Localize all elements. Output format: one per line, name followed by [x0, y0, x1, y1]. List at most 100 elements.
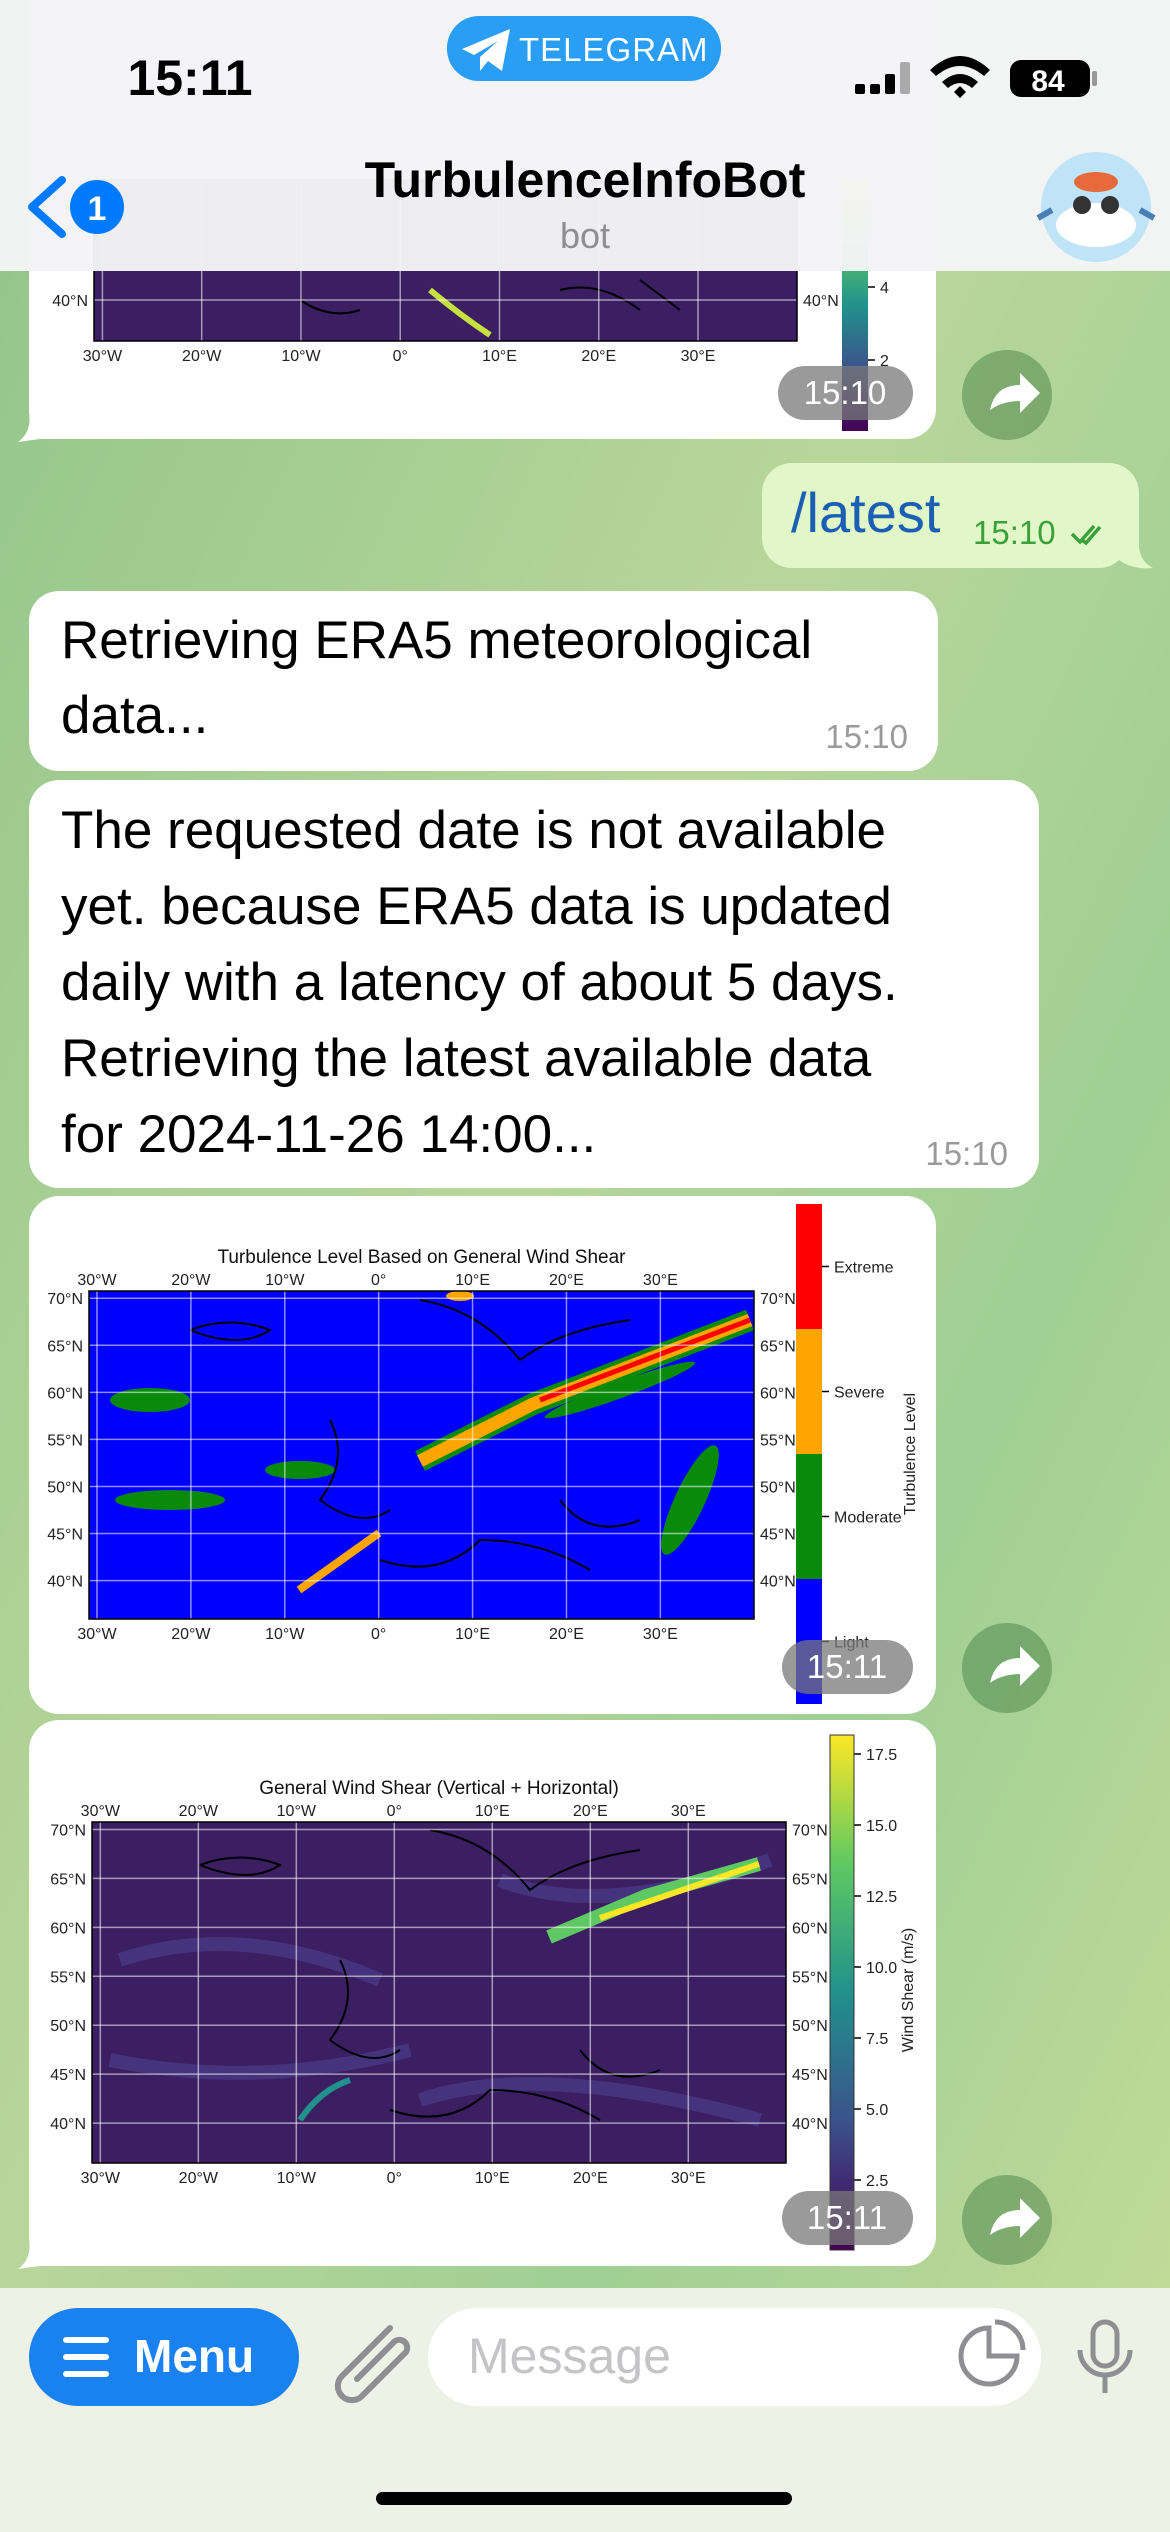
y-label: 55°N [50, 1969, 86, 1986]
y-label: 50°N [792, 2018, 828, 2035]
x-label: 10°W [277, 1803, 317, 1820]
moderate-area [110, 1388, 190, 1412]
mic-button[interactable] [1077, 2319, 1133, 2393]
chat-subtitle: bot [560, 215, 610, 256]
share-icon [990, 373, 1040, 413]
message-time: 15:10 [973, 514, 1056, 551]
x-label: 30°E [643, 1626, 678, 1643]
x-label: 10°W [281, 348, 321, 365]
message-time: 15:10 [825, 718, 908, 755]
x-label: 20°W [179, 1803, 219, 1820]
message-line: daily with a latency of about 5 days. [61, 953, 898, 1012]
x-label: 30°W [77, 1626, 117, 1643]
moderate-area [544, 1361, 696, 1419]
unread-badge [70, 180, 124, 234]
shear-streak [297, 2077, 352, 2122]
colorbar-label: 4 [880, 280, 889, 297]
coastline [189, 1299, 641, 1571]
message-time: 15:10 [925, 1135, 1008, 1172]
time-pill [778, 366, 913, 420]
y-label: 45°N [760, 1527, 796, 1544]
x-label: 10°E [475, 1803, 510, 1820]
y-label: 40°N [50, 2116, 86, 2133]
message-text: /latest [791, 481, 941, 544]
battery-level: 84 [1031, 65, 1065, 98]
y-label: 60°N [792, 1920, 828, 1937]
x-label: 20°W [179, 2170, 219, 2187]
y-label: 60°N [760, 1385, 796, 1402]
colorbar-label: 10.0 [866, 1960, 897, 1977]
x-label: 0° [393, 348, 408, 365]
share-icon [990, 1646, 1040, 1686]
message-line: Retrieving the latest available data [61, 1029, 872, 1088]
message-line: yet. because ERA5 data is updated [61, 877, 892, 936]
x-label: 30°W [81, 1803, 121, 1820]
colorbar [829, 1734, 855, 2251]
message-bubble [29, 780, 1039, 1188]
y-label: 55°N [792, 1969, 828, 1986]
x-label: 30°E [681, 348, 716, 365]
shear-streak [599, 1861, 760, 1921]
telegram-pill[interactable] [447, 16, 721, 81]
x-label: 0° [387, 2170, 402, 2187]
map-streak [428, 287, 492, 338]
y-label: 50°N [50, 2018, 86, 2035]
outgoing-bubble [762, 463, 1153, 569]
colorbar-label: 7.5 [866, 2031, 888, 2048]
x-label: 20°W [182, 348, 222, 365]
y-label: 50°N [760, 1479, 796, 1496]
extreme-area [539, 1317, 751, 1403]
x-label: 20°E [573, 1803, 608, 1820]
x-label: 0° [387, 1803, 402, 1820]
menu-button[interactable] [29, 2308, 299, 2406]
message-time: 15:11 [807, 2199, 887, 2236]
x-label: 20°E [581, 348, 616, 365]
shear-band [108, 1853, 773, 2127]
back-button[interactable] [28, 176, 66, 238]
message-time: 15:10 [804, 374, 887, 411]
time-pill [782, 2191, 913, 2245]
unread-count: 1 [88, 190, 107, 228]
app-label: TELEGRAM [519, 31, 709, 68]
y-label: 40°N [792, 2116, 828, 2133]
y-label: 40°N [760, 1574, 796, 1591]
x-label: 10°E [482, 348, 517, 365]
x-label: 10°W [265, 1272, 305, 1289]
y-label: 50°N [47, 1479, 83, 1496]
x-label: 0° [371, 1272, 386, 1289]
sticker-button[interactable] [958, 2319, 1026, 2387]
colorbar-title: Turbulence Level [902, 1393, 919, 1515]
map-frame [91, 1821, 787, 2164]
x-label: 20°E [549, 1272, 584, 1289]
x-label: 30°W [81, 2170, 121, 2187]
colorbar-label: Severe [834, 1385, 885, 1402]
colorbar-label: 12.5 [866, 1889, 897, 1906]
avatar[interactable] [1036, 152, 1156, 262]
y-label: 70°N [47, 1291, 83, 1308]
y-label: 40°N [52, 293, 88, 310]
y-label: 65°N [47, 1338, 83, 1355]
y-label: 45°N [47, 1527, 83, 1544]
share-icon [990, 2198, 1040, 2238]
x-label: 0° [371, 1626, 386, 1643]
x-label: 10°W [277, 2170, 317, 2187]
y-label: 60°N [50, 1920, 86, 1937]
message-input[interactable] [428, 2308, 1041, 2406]
x-label: 30°E [671, 2170, 706, 2187]
x-label: 10°E [455, 1626, 490, 1643]
read-checks [1070, 524, 1102, 546]
telegram-icon [462, 29, 510, 71]
colorbar-label: 17.5 [866, 1747, 897, 1764]
colorbar-label: 2 [880, 353, 889, 370]
colorbar-label: 2.5 [866, 2173, 888, 2190]
y-label: 70°N [792, 1823, 828, 1840]
y-label: 45°N [792, 2067, 828, 2084]
input-placeholder: Message [468, 2328, 671, 2384]
colorbar-label: Extreme [834, 1260, 894, 1277]
status-time: 15:11 [127, 50, 252, 106]
x-label: 10°E [455, 1272, 490, 1289]
chat-title[interactable]: TurbulenceInfoBot [365, 152, 806, 208]
attach-button[interactable] [334, 2325, 411, 2404]
y-label: 65°N [792, 1871, 828, 1888]
